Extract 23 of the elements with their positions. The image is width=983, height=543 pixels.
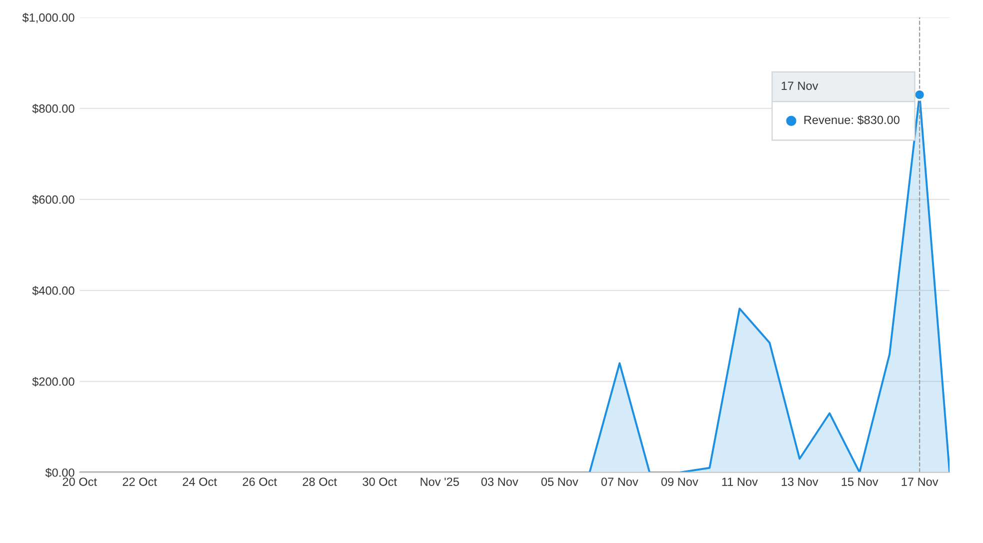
annotation: Revenue: $830.00 [804,115,900,125]
x-tick-label: 28 Oct [302,478,337,486]
x-tick-label: 09 Nov [661,478,698,486]
y-tick-label: $800.00 [32,104,74,114]
x-tick-label: 17 Nov [902,478,938,486]
x-tick-label: 13 Nov [782,478,818,486]
x-tick-label: Nov '25 [420,478,459,486]
annotation: 17 Nov [782,82,818,90]
x-tick-label: 30 Oct [362,478,397,486]
y-tick-label: $200.00 [32,376,74,386]
x-tick-label: 15 Nov [842,478,878,486]
x-tick-label: 07 Nov [601,478,638,486]
y-tick-label: $400.00 [32,286,74,296]
x-tick-label: 05 Nov [541,478,578,486]
x-tick-label: 11 Nov [722,478,758,486]
y-tick-label: $1,000.00 [22,12,74,24]
x-tick-label: 20 Oct [62,478,97,486]
x-tick-label: 03 Nov [481,478,518,486]
x-tick-label: 24 Oct [182,478,217,486]
x-tick-label: 26 Oct [242,478,277,486]
x-tick-label: 22 Oct [122,478,157,486]
y-tick-label: $0.00 [45,468,74,478]
y-tick-label: $600.00 [32,194,74,204]
